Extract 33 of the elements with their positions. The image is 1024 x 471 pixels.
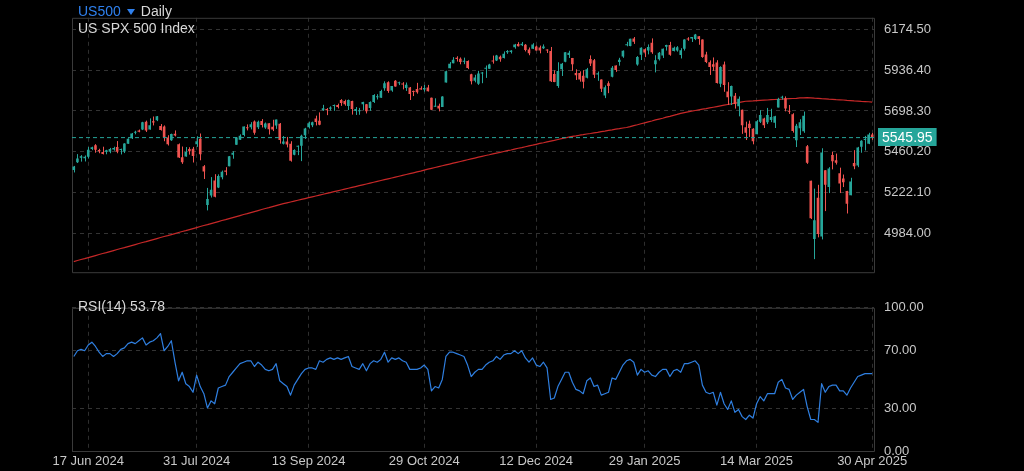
y-tick-label: 5698.30 — [884, 102, 931, 118]
candlestick — [375, 93, 379, 101]
candlestick — [701, 38, 704, 59]
candlestick — [206, 187, 209, 211]
candlestick — [823, 169, 827, 212]
candlestick — [484, 65, 487, 79]
x-tick-label: 13 Sep 2024 — [271, 453, 346, 469]
y-tick-label: 4984.00 — [884, 225, 931, 241]
y-tick-label: 5460.20 — [884, 143, 931, 159]
x-tick-label: 29 Jan 2025 — [608, 453, 681, 469]
x-tick-label: 17 Jun 2024 — [52, 453, 125, 469]
candlestick — [838, 167, 841, 194]
candlestick — [719, 65, 722, 88]
x-tick-label: 29 Oct 2024 — [388, 453, 460, 469]
y-tick-label: 100.00 — [884, 299, 924, 315]
y-tick-label: 70.00 — [884, 342, 917, 358]
chart-subtitle: US SPX 500 Index — [78, 20, 195, 37]
ref-line-label: 5545.95 — [882, 128, 933, 145]
candlestick — [813, 188, 816, 260]
y-tick-label: 30.00 — [884, 399, 917, 415]
x-tick-label: 12 Dec 2024 — [499, 453, 574, 469]
chart-title: US500 — [78, 3, 121, 19]
chart-title: RSI(14) 53.78 — [78, 298, 166, 314]
candlestick — [737, 95, 740, 117]
x-tick-label: 31 Jul 2024 — [163, 453, 231, 469]
annotation: Daily — [140, 3, 172, 19]
x-tick-label: 14 Mar 2025 — [720, 453, 794, 469]
y-tick-label: 6174.50 — [884, 20, 931, 36]
y-tick-label: 5222.10 — [884, 184, 931, 200]
candlestick — [289, 140, 292, 163]
candlestick — [791, 112, 795, 134]
candlestick — [856, 146, 860, 168]
y-tick-label: 5936.40 — [884, 61, 931, 77]
